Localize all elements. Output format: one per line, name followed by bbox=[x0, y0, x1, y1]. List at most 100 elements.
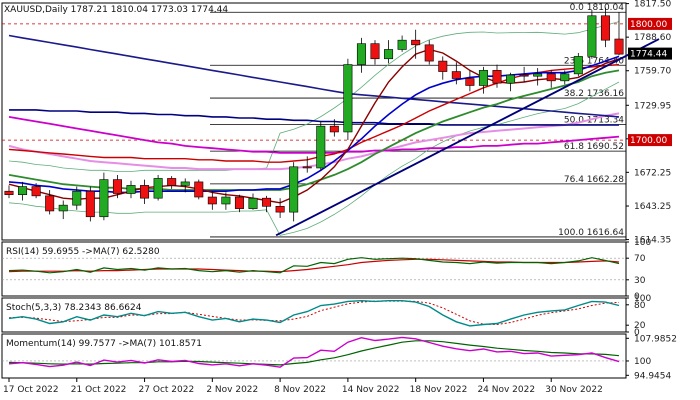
fib-level-label: 61.8 1690.52 bbox=[564, 142, 624, 152]
momentum-axis-tick-label: 107.9852 bbox=[634, 334, 677, 344]
ma-red-line bbox=[8, 63, 620, 163]
fib-level-label: 38.2 1736.16 bbox=[564, 89, 624, 99]
x-tick-label: 17 Oct 2022 bbox=[3, 385, 59, 395]
candle-body bbox=[248, 197, 258, 209]
candle-body bbox=[18, 186, 28, 195]
candle-body bbox=[289, 166, 299, 213]
level-1700-tag: 1700.00 bbox=[630, 136, 667, 146]
fib-level-label: 23.6 1764.40 bbox=[564, 56, 624, 66]
rsi-panel: 100 70 30 0 bbox=[1, 238, 651, 302]
candle-body bbox=[140, 185, 150, 199]
main-panel: 1817.501788.601759.701729.951701.101672.… bbox=[1, 0, 672, 246]
fib-level-label: 76.4 1662.28 bbox=[564, 175, 624, 185]
candle-body bbox=[587, 15, 597, 57]
candle-body bbox=[275, 206, 285, 213]
x-tick-label: 24 Nov 2022 bbox=[477, 385, 535, 395]
candle-body bbox=[85, 190, 95, 218]
panel-frame bbox=[1, 241, 627, 297]
stoch-k-line bbox=[8, 299, 620, 327]
candle-body bbox=[207, 196, 217, 205]
price-axis-tick-label: 1729.95 bbox=[634, 101, 671, 111]
fib-level-label: 0.0 1810.04 bbox=[570, 3, 625, 13]
level-1700-tag-bg bbox=[628, 134, 672, 147]
panel-frame bbox=[1, 2, 627, 241]
candle-body bbox=[533, 73, 543, 77]
candle-body bbox=[234, 196, 244, 209]
price-axis-tick-label: 1817.50 bbox=[634, 0, 671, 10]
x-tick-label: 14 Nov 2022 bbox=[342, 385, 400, 395]
price-axis-tick-label: 1788.60 bbox=[634, 33, 671, 43]
candle-body bbox=[126, 185, 136, 194]
candle-body bbox=[519, 74, 529, 77]
momentum-axis-tick-label: 94.9454 bbox=[634, 371, 671, 381]
momentum-panel: 107.9852 100 94.9454 bbox=[1, 333, 677, 381]
candle-body bbox=[112, 179, 122, 194]
rsi-title: RSI(14) 59.6955 ->MA(7) 62.5280 bbox=[6, 247, 160, 257]
ma-blue2-line bbox=[8, 55, 620, 194]
trendline bbox=[275, 38, 660, 237]
fib-level-label: 100.0 1616.64 bbox=[558, 228, 624, 238]
stoch-axis-tick-label: 100 bbox=[634, 294, 651, 304]
candle-body bbox=[329, 125, 339, 133]
candle-body bbox=[153, 178, 163, 199]
level-1800-tag-bg bbox=[628, 17, 672, 30]
candle-body bbox=[438, 60, 448, 72]
level-1800-tag: 1800.00 bbox=[630, 20, 667, 30]
candle-body bbox=[506, 74, 516, 84]
candle-body bbox=[31, 186, 41, 197]
candle-body bbox=[411, 39, 421, 46]
candle-body bbox=[573, 56, 583, 75]
fib-level-label: 50.0 1713.34 bbox=[564, 116, 624, 126]
panel-titles: XAUUSD,Daily 1787.21 1810.04 1773.03 177… bbox=[4, 5, 228, 349]
x-tick-label: 21 Oct 2022 bbox=[71, 385, 127, 395]
x-tick-label: 30 Nov 2022 bbox=[545, 385, 603, 395]
current-price-tag-bg bbox=[628, 47, 672, 60]
candle-body bbox=[614, 38, 624, 55]
rsi-axis-tick-label: 100 bbox=[634, 238, 651, 248]
candle-body bbox=[180, 181, 190, 186]
candle-body bbox=[384, 49, 394, 60]
candle-body bbox=[262, 197, 272, 207]
candle-body bbox=[72, 190, 82, 206]
momentum-ma-line bbox=[8, 340, 620, 366]
x-tick-label: 8 Nov 2022 bbox=[274, 385, 326, 395]
candle-body bbox=[600, 15, 610, 41]
candle-body bbox=[194, 181, 204, 198]
rsi-line bbox=[8, 257, 620, 274]
ma-navy-line bbox=[9, 109, 619, 126]
candle-body bbox=[478, 70, 488, 86]
stoch-d-line bbox=[8, 300, 620, 326]
main-title: XAUUSD,Daily 1787.21 1810.04 1773.03 177… bbox=[4, 5, 228, 15]
ma-blue-line bbox=[8, 34, 620, 118]
candle-body bbox=[343, 64, 353, 133]
candle-body bbox=[4, 190, 14, 195]
rsi-axis-tick-label: 30 bbox=[634, 276, 646, 286]
x-tick-label: 27 Oct 2022 bbox=[139, 385, 195, 395]
candle-body bbox=[58, 204, 68, 212]
bollinger-lower-line bbox=[8, 81, 620, 236]
price-axis-tick-label: 1672.25 bbox=[634, 168, 671, 178]
candle-body bbox=[560, 73, 570, 82]
stoch-title: Stoch(5,3,3) 78.2343 86.6624 bbox=[6, 303, 142, 313]
candle-body bbox=[356, 43, 366, 65]
candle-body bbox=[451, 71, 461, 79]
candle-body bbox=[45, 195, 55, 212]
candle-body bbox=[492, 70, 502, 84]
x-tick-label: 18 Nov 2022 bbox=[410, 385, 468, 395]
candle-body bbox=[465, 78, 475, 86]
candle-body bbox=[370, 43, 380, 60]
ma-darkred-line bbox=[8, 48, 620, 204]
candle-body bbox=[221, 196, 231, 205]
candle-body bbox=[99, 179, 109, 218]
ma-magenta-line bbox=[8, 116, 620, 154]
ma-green-line bbox=[8, 69, 620, 191]
candle-body bbox=[316, 125, 326, 169]
momentum-title: Momentum(14) 99.7577 ->MA(7) 101.8571 bbox=[6, 339, 202, 349]
panel-frame bbox=[1, 297, 627, 333]
candle-body bbox=[167, 178, 177, 186]
stoch-axis-tick-label: 80 bbox=[634, 301, 646, 311]
current-price-tag: 1774.44 bbox=[630, 50, 667, 60]
rsi-axis-tick-label: 0 bbox=[634, 292, 640, 302]
